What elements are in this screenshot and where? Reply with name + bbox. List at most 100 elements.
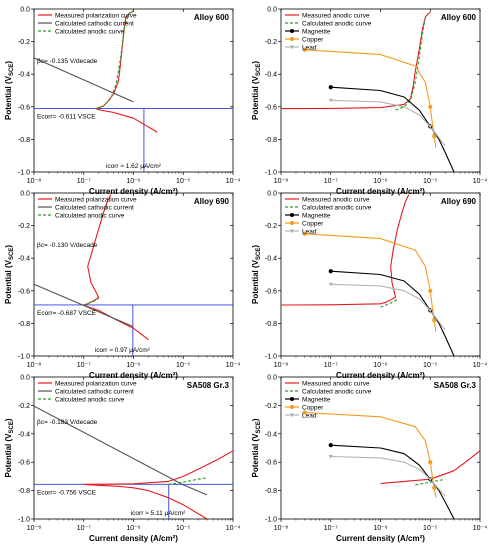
legend-label: Lead [302,412,317,419]
marker-magnetite [328,85,333,90]
series-measured-polarization-curve [83,450,233,519]
x-tick-label: 10⁻⁸ [27,362,41,369]
series-measured-polarization-curve [82,194,149,341]
y-tick-label: -0.4 [18,72,30,79]
x-axis-label: Current density (A/cm²) [89,534,178,543]
series-lead [330,455,446,497]
icorr-annotation: icorr ≈ 1.62 μA/cm² [106,163,162,170]
marker-lead [427,477,433,482]
y-axis-label: Potential (VSCE) [251,61,262,120]
legend-label: Magnetite [302,396,331,403]
y-axis-label: Potential (VSCE) [4,245,15,304]
y-tick-label: -0.4 [265,256,277,263]
x-tick-label: 10⁻⁶ [373,525,387,532]
y-tick-label: -0.2 [265,223,277,230]
chart-panel-4: 10⁻⁸ 10⁻⁷ 10⁻⁶ 10⁻⁵ 10⁻⁴ 0.0 -0.2 -0.4 -0.6 -0.8 -… [251,191,487,381]
x-tick-label: 10⁻⁶ [126,178,140,185]
beta-annotation: βc= -0.183 V/decade [37,419,98,426]
marker-copper [432,318,437,323]
beta-annotation: βc= -0.135 V/decade [37,58,98,65]
y-tick-label: -1.0 [265,354,277,361]
y-tick-label: -0.4 [265,431,277,438]
marker-lead [427,308,433,313]
y-tick-label: -1.0 [18,517,30,524]
panel-title: SA508 Gr.3 [434,381,477,390]
y-tick-label: -0.8 [18,137,30,144]
legend-label: Copper [302,220,324,227]
x-tick-label: 10⁻⁷ [77,362,91,369]
x-axis-label: Current density (A/cm²) [89,371,178,380]
plot-area [281,11,455,172]
legend-label: Lead [302,228,317,235]
x-tick-label: 10⁻⁴ [226,178,241,185]
marker-copper [428,288,433,293]
y-tick-label: -1.0 [18,170,30,177]
y-tick-label: -0.6 [265,104,277,111]
legend-label: Measured polarization curve [55,380,137,387]
y-tick-label: -0.8 [265,488,277,495]
y-tick-label: 0.0 [20,7,30,14]
panel-title: SA508 Gr.3 [187,381,230,390]
y-tick-label: -1.0 [18,354,30,361]
x-tick-label: 10⁻⁸ [27,178,41,185]
panel-title: Alloy 690 [441,197,477,206]
marker-copper [432,134,437,139]
legend-label: Calculated anodic curve [302,20,372,27]
legend-marker [289,45,295,50]
icorr-annotation: icorr ≈ 5.11 μA/cm² [131,510,186,517]
series-copper [304,233,437,332]
legend-label: Measured polarization curve [55,196,137,203]
x-tick-label: 10⁻⁶ [126,525,140,532]
x-tick-label: 10⁻⁶ [373,178,387,185]
y-tick-label: -0.2 [18,403,30,410]
y-tick-label: -0.2 [265,403,277,410]
legend-label: Calculated cathodic current [55,204,134,211]
plot-area [281,194,455,356]
legend-label: Calculated anodic curve [302,388,372,395]
x-tick-label: 10⁻⁸ [274,362,288,369]
series-magnetite [330,444,455,519]
x-tick-label: 10⁻⁴ [226,362,241,369]
x-tick-label: 10⁻⁴ [473,178,488,185]
legend-label: Calculated anodic curve [302,204,372,211]
y-tick-label: 0.0 [267,7,277,14]
ecorr-annotation: Ecorr= -0.611 VSCE [37,114,96,121]
marker-copper [302,231,307,236]
legend-label: Magnetite [302,212,331,219]
x-tick-label: 10⁻⁵ [423,525,437,532]
marker-copper [432,485,437,490]
legend-marker [289,229,295,234]
x-tick-label: 10⁻⁵ [176,362,190,369]
marker-lead [427,124,433,129]
y-tick-label: -0.6 [265,288,277,295]
y-tick-label: -0.8 [18,488,30,495]
legend-marker [290,405,294,409]
x-tick-label: 10⁻⁵ [423,362,437,369]
legend-marker [289,413,295,418]
y-tick-label: -0.8 [265,321,277,328]
marker-lead [328,282,334,287]
panel-title: Alloy 690 [194,197,230,206]
x-tick-label: 10⁻⁵ [423,178,437,185]
x-axis-label: Current density (A/cm²) [89,187,178,196]
series-lead [330,283,446,331]
chart-panel-2: 10⁻⁸ 10⁻⁷ 10⁻⁶ 10⁻⁵ 10⁻⁴ 0.0 -0.2 -0.4 -0.6 -0.8 -… [251,7,487,197]
y-tick-label: -0.6 [18,104,30,111]
x-tick-label: 10⁻⁶ [373,362,387,369]
series-calculated-cathodic-current [34,57,134,103]
series-measured-anodic-curve [281,194,410,306]
ecorr-annotation: Ecorr= -0.756 VSCE [37,489,97,496]
plot-area [34,10,233,172]
legend-label: Calculated anodic curve [55,28,125,35]
x-tick-label: 10⁻⁴ [226,525,241,532]
series-calculated-anodic-curve [82,297,100,306]
y-tick-label: -0.4 [18,431,30,438]
x-axis-label: Current density (A/cm²) [336,187,425,196]
chart-panel-6: 10⁻⁸ 10⁻⁷ 10⁻⁶ 10⁻⁵ 10⁻⁴ 0.0 -0.2 -0.4 -0.6 -0.8 -… [251,375,487,544]
x-tick-label: 10⁻⁷ [77,178,91,185]
legend-label: Copper [302,404,324,411]
marker-copper [302,410,307,415]
